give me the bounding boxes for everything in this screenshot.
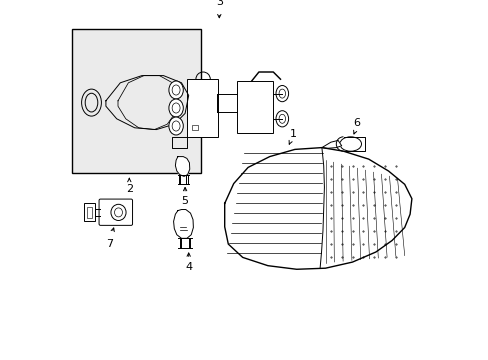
Bar [87, 207, 92, 218]
Ellipse shape [275, 111, 288, 127]
Text: 5: 5 [181, 196, 188, 206]
Text: 7: 7 [106, 239, 113, 249]
Ellipse shape [168, 117, 183, 135]
FancyBboxPatch shape [99, 199, 132, 225]
Bar [72, 29, 201, 173]
Bar [237, 81, 273, 133]
Ellipse shape [168, 81, 183, 99]
Polygon shape [173, 210, 193, 238]
Text: 1: 1 [289, 129, 296, 139]
Text: 4: 4 [185, 262, 192, 272]
Text: 2: 2 [125, 184, 133, 194]
Text: 6: 6 [353, 118, 360, 128]
Ellipse shape [339, 137, 361, 151]
Polygon shape [321, 140, 341, 148]
Polygon shape [175, 157, 189, 176]
Bar [192, 125, 197, 130]
Bar [84, 203, 95, 221]
Text: 3: 3 [215, 0, 223, 7]
Bar [186, 79, 217, 137]
Ellipse shape [168, 99, 183, 117]
Polygon shape [224, 148, 411, 269]
Ellipse shape [275, 85, 288, 102]
